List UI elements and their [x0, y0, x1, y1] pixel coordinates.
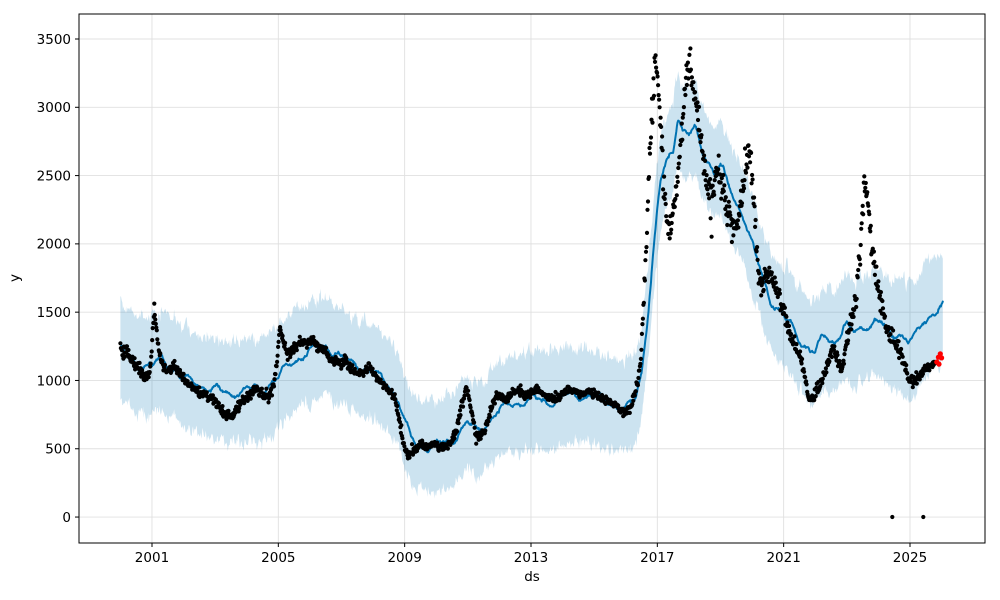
y-tick-label: 1000	[37, 373, 71, 389]
x-tick-label: 2021	[766, 550, 800, 566]
recent-point	[936, 361, 942, 367]
x-tick-label: 2005	[261, 550, 295, 566]
plot-border	[78, 13, 986, 544]
y-tick-label: 2000	[37, 237, 71, 253]
y-tick-label: 3500	[37, 32, 71, 48]
observed-points	[118, 46, 938, 461]
x-tick-label: 2017	[640, 550, 674, 566]
x-tick-label: 2001	[135, 550, 169, 566]
outlier-point	[921, 514, 926, 520]
y-tick-label: 500	[45, 442, 71, 458]
x-tick-label: 2009	[387, 550, 421, 566]
y-tick-label: 3000	[37, 100, 71, 116]
x-axis-label: ds	[524, 569, 540, 585]
outlier-point	[890, 514, 895, 520]
x-tick-label: 2013	[514, 550, 548, 566]
recent-point	[937, 351, 943, 357]
y-tick-label: 2500	[37, 168, 71, 184]
uncertainty-band	[120, 71, 943, 499]
x-tick-label: 2025	[893, 550, 927, 566]
y-axis-label: y	[7, 274, 23, 282]
recent-point	[939, 355, 945, 361]
y-tick-label: 1500	[37, 305, 71, 321]
y-tick-label: 0	[62, 510, 71, 526]
